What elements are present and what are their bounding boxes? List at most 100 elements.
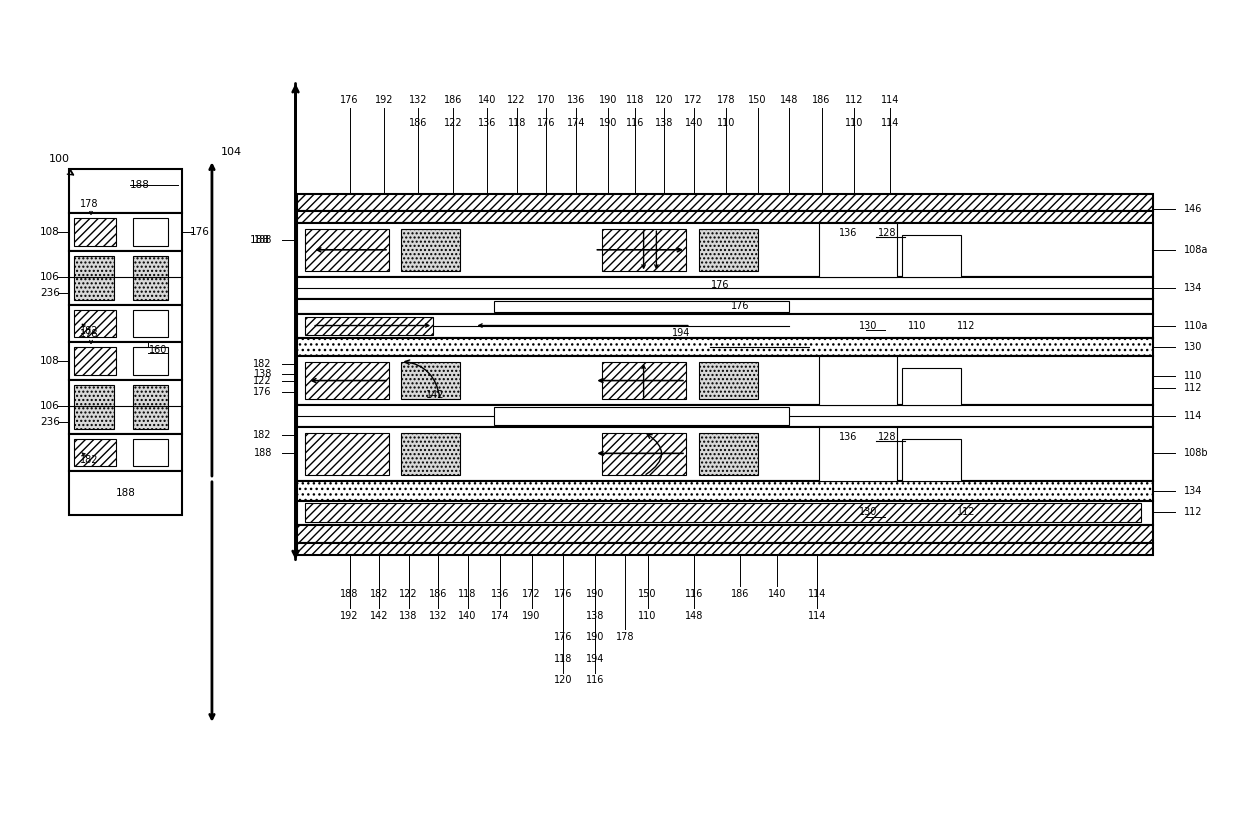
Bar: [298, 543, 1153, 554]
Bar: [305, 504, 1141, 522]
Bar: [74, 310, 115, 337]
Text: 176: 176: [554, 589, 572, 599]
Text: 186: 186: [429, 589, 448, 599]
Text: 188: 188: [250, 235, 270, 245]
Bar: [74, 384, 114, 429]
Bar: [298, 356, 1153, 405]
Bar: [698, 229, 758, 271]
Text: 138: 138: [253, 369, 272, 378]
Text: 192: 192: [374, 95, 393, 105]
Text: 194: 194: [587, 654, 605, 664]
Text: 182: 182: [79, 326, 98, 336]
Bar: [74, 256, 114, 300]
Text: 148: 148: [780, 95, 799, 105]
Text: 116: 116: [625, 118, 644, 128]
Bar: [698, 362, 758, 399]
Text: 150: 150: [749, 95, 766, 105]
Bar: [298, 277, 1153, 299]
Bar: [305, 432, 389, 475]
Bar: [298, 212, 1153, 223]
Text: 138: 138: [655, 118, 673, 128]
Bar: [298, 427, 1153, 481]
Text: 188: 188: [341, 589, 358, 599]
Text: 150: 150: [639, 589, 657, 599]
Text: 140: 140: [768, 589, 786, 599]
Text: 120: 120: [554, 676, 572, 686]
Text: 112: 112: [1184, 383, 1203, 393]
Bar: [298, 405, 1153, 427]
Text: 138: 138: [399, 611, 418, 621]
Text: 140: 140: [684, 118, 703, 128]
Text: 130: 130: [858, 507, 877, 517]
Text: 178: 178: [717, 95, 735, 105]
Text: 116: 116: [684, 589, 703, 599]
Text: 182: 182: [79, 455, 98, 466]
Bar: [74, 218, 115, 246]
Text: 108b: 108b: [1184, 448, 1209, 458]
Text: 112: 112: [957, 320, 976, 330]
Text: 104: 104: [221, 148, 242, 158]
Text: 190: 190: [599, 95, 618, 105]
Bar: [818, 356, 898, 405]
Text: 114: 114: [882, 118, 899, 128]
Text: 190: 190: [587, 589, 605, 599]
Text: 194: 194: [672, 329, 691, 339]
Text: 132: 132: [429, 611, 448, 621]
Text: 110: 110: [908, 320, 926, 330]
Bar: [698, 432, 758, 475]
Text: 176: 176: [730, 300, 749, 311]
Bar: [903, 438, 961, 481]
Bar: [818, 427, 898, 481]
Bar: [133, 310, 167, 337]
Text: 176: 176: [340, 95, 358, 105]
Bar: [133, 218, 167, 246]
Text: 172: 172: [684, 95, 703, 105]
Text: 108: 108: [40, 356, 60, 366]
Text: 188: 188: [253, 448, 272, 458]
Text: 110: 110: [717, 118, 735, 128]
Text: 182: 182: [253, 430, 272, 440]
Bar: [603, 229, 686, 271]
Bar: [69, 471, 182, 515]
Bar: [305, 229, 389, 271]
Text: 178: 178: [616, 632, 634, 642]
Text: 190: 190: [522, 611, 541, 621]
Text: 128: 128: [878, 432, 897, 442]
Bar: [74, 347, 115, 374]
Text: 170: 170: [537, 95, 556, 105]
Bar: [401, 432, 460, 475]
Text: 112: 112: [1184, 507, 1203, 517]
FancyArrowPatch shape: [646, 434, 662, 475]
Text: 114: 114: [807, 611, 826, 621]
Text: 176: 176: [554, 632, 572, 642]
Bar: [495, 301, 789, 312]
Text: 136: 136: [491, 589, 510, 599]
Bar: [69, 213, 182, 251]
Text: 176: 176: [253, 388, 272, 398]
Text: 112: 112: [844, 95, 863, 105]
Text: 190: 190: [599, 118, 618, 128]
Bar: [401, 362, 460, 399]
Bar: [69, 251, 182, 305]
Bar: [69, 379, 182, 434]
Text: 186: 186: [444, 95, 463, 105]
Bar: [903, 368, 961, 405]
Text: 136: 136: [567, 95, 585, 105]
Text: 186: 186: [812, 95, 831, 105]
Bar: [903, 235, 961, 277]
Text: 178: 178: [79, 330, 98, 339]
Bar: [133, 347, 167, 374]
Text: 128: 128: [878, 228, 897, 238]
Bar: [401, 229, 460, 271]
Text: 122: 122: [253, 376, 272, 386]
Bar: [133, 438, 167, 466]
Text: 122: 122: [444, 118, 463, 128]
Text: 186: 186: [730, 589, 749, 599]
Text: 114: 114: [807, 589, 826, 599]
Text: 108a: 108a: [1184, 245, 1209, 255]
Text: 160: 160: [149, 345, 167, 355]
Text: 146: 146: [1184, 203, 1203, 213]
Text: 106: 106: [40, 272, 60, 282]
Bar: [298, 193, 1153, 212]
Text: 188: 188: [130, 180, 150, 190]
